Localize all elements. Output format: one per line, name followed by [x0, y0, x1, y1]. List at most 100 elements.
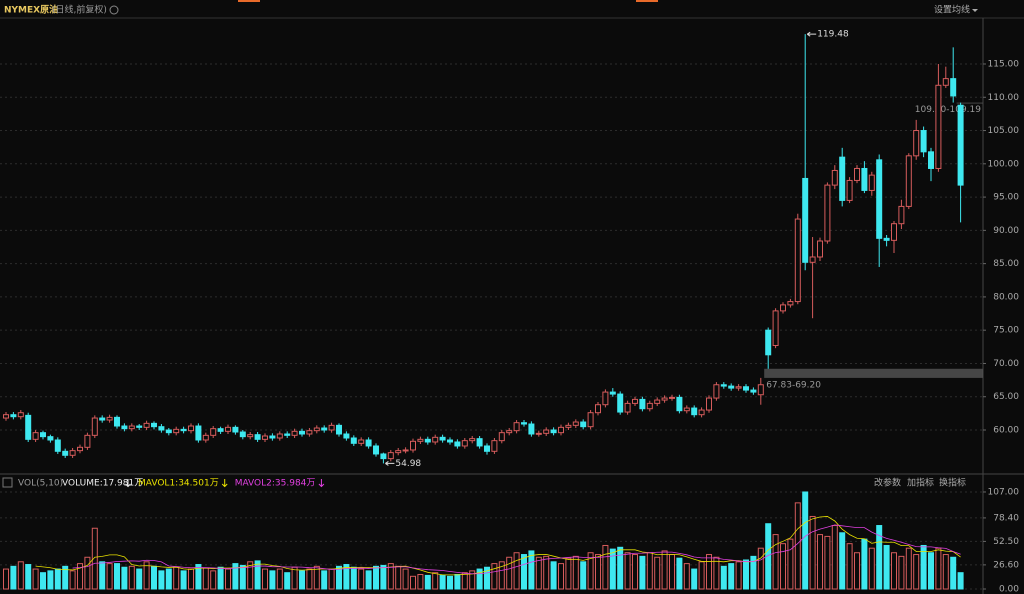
volume-bar [380, 564, 387, 590]
candle-body [99, 417, 106, 421]
candle-body [25, 414, 32, 440]
candle-body [580, 421, 587, 428]
help-icon[interactable] [2, 477, 13, 488]
trend-arrow [221, 479, 228, 488]
volume-bar [91, 527, 98, 590]
settings-icon[interactable] [109, 5, 119, 15]
volume-bar [165, 568, 172, 590]
volume-bar [225, 568, 231, 590]
candle-body [772, 310, 779, 346]
volume-bar [306, 568, 313, 590]
candle-body [558, 426, 564, 434]
candle-body [572, 421, 579, 426]
y-tick-label: 110.00 [988, 93, 1020, 103]
volume-bar [210, 570, 217, 590]
candle-body [602, 391, 609, 406]
tab-indicator [238, 0, 260, 2]
volume-bar [106, 563, 113, 590]
volume-bar [47, 570, 54, 590]
candle-body [654, 399, 661, 404]
candle-body [69, 450, 76, 456]
candle-body [328, 424, 335, 431]
candle-body [898, 205, 905, 225]
volume-bar [639, 555, 646, 590]
candle-body [831, 169, 838, 186]
candle-body [513, 422, 520, 432]
candle-body [484, 445, 490, 452]
volume-bar [883, 544, 890, 590]
candle-body [632, 398, 638, 404]
volume-bar [521, 554, 527, 590]
volume-bar [728, 563, 735, 590]
volume-label: VOLUME:17.981万 [62, 479, 143, 489]
candle-body [698, 409, 705, 416]
candle-body [424, 438, 431, 443]
volume-bar [861, 538, 868, 590]
volume-bar [121, 566, 128, 590]
candle-body [180, 428, 187, 432]
candle-body [276, 433, 283, 439]
volume-bar [595, 554, 601, 590]
candle-body [543, 429, 550, 434]
y-tick-label: 65.00 [993, 392, 1019, 402]
trend-arrow [125, 479, 131, 488]
volume-bar [417, 573, 424, 590]
candle-body [454, 441, 461, 447]
volume-bar [232, 563, 239, 590]
toolbar-button[interactable]: 加指标 [907, 477, 934, 489]
volume-bar [395, 565, 402, 590]
candle-body [387, 452, 394, 460]
min-arrow [385, 460, 395, 466]
volume-bar [891, 552, 897, 590]
volume-bar [898, 555, 905, 590]
candle-body [824, 184, 831, 242]
toolbar-button[interactable]: 换指标 [939, 477, 966, 489]
volume-bar [913, 554, 920, 590]
volume-bar [373, 565, 379, 590]
candle-body [476, 438, 483, 447]
candle-body [336, 424, 342, 435]
candle-body [291, 430, 298, 436]
candle-body [839, 156, 846, 201]
volume-bar [609, 548, 616, 590]
candle-body [720, 384, 727, 387]
dropdown-arrow [972, 9, 978, 12]
volume-bar [669, 554, 675, 590]
candle-body [957, 104, 964, 186]
candle-body [106, 416, 113, 421]
volume-bar [469, 570, 476, 590]
candle-body [861, 167, 868, 191]
candle-body [136, 425, 143, 428]
y-tick-label: 80.00 [993, 292, 1019, 302]
candle-body [77, 446, 83, 452]
candle-body [942, 78, 949, 86]
y-tick-label: 115.00 [988, 59, 1020, 69]
candle-body [550, 429, 557, 434]
volume-bar [809, 515, 816, 590]
volume-bar [476, 568, 483, 590]
volume-bar [387, 563, 394, 590]
candle-body [269, 435, 276, 439]
volume-bar [587, 552, 594, 590]
volume-bar [757, 547, 764, 590]
y-tick-label: 75.00 [993, 326, 1019, 336]
gap-band [956, 102, 983, 104]
trend-arrow [318, 479, 325, 488]
candle-body [447, 439, 453, 443]
volume-bar [158, 570, 165, 590]
volume-bar [84, 556, 91, 590]
candle-body [891, 223, 897, 241]
candle-body [757, 384, 764, 396]
ma-setting-button[interactable]: 设置均线 [934, 4, 970, 16]
y-tick-label: 100.00 [988, 159, 1020, 169]
candle-body [210, 428, 217, 436]
volume-bar [173, 566, 180, 590]
volume-bar [942, 554, 949, 590]
toolbar-button[interactable]: 改参数 [874, 477, 901, 489]
volume-bar [698, 561, 705, 590]
gap-label: 67.83-69.20 [766, 380, 821, 390]
volume-bar [25, 564, 32, 590]
volume-bar [336, 565, 342, 590]
candle-body [817, 240, 823, 258]
